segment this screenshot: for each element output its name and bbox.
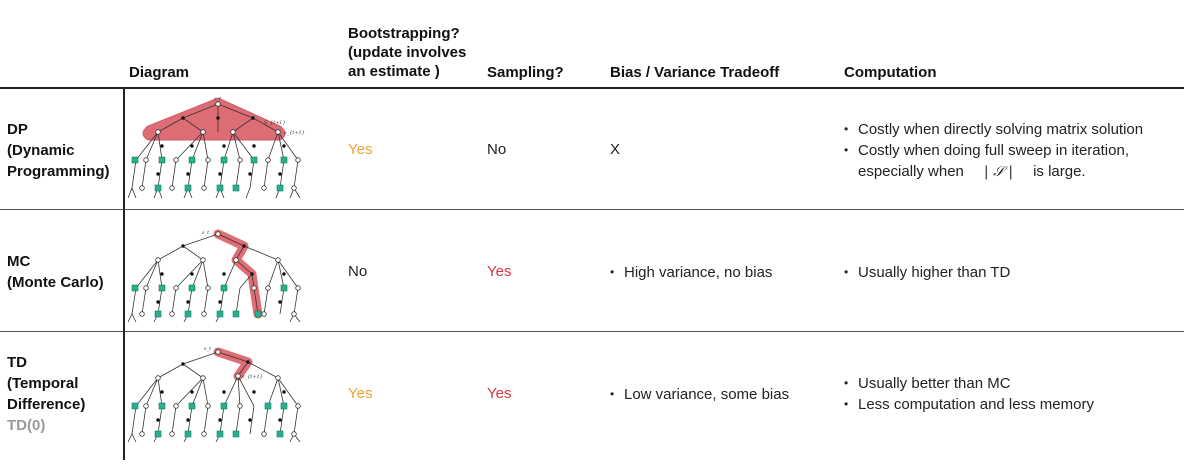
td-state-nodes	[139, 349, 301, 437]
dp-bootstrapping-value: Yes	[348, 141, 373, 158]
td-action-nodes	[156, 360, 286, 422]
mc-terminal-states	[131, 284, 288, 318]
dp-tree-edges	[128, 103, 301, 199]
td-computation-item-1: Usually better than MC	[844, 373, 1094, 394]
td-computation-item-2: Less computation and less memory	[844, 394, 1094, 415]
dp-state-nodes	[139, 101, 301, 191]
header-computation: Computation	[844, 64, 937, 81]
td-bootstrapping-value: Yes	[348, 385, 373, 402]
td-backup-diagram: s_t s_{t+1}	[128, 346, 301, 443]
mc-bias-item-1: High variance, no bias	[610, 262, 772, 283]
mc-computation-item-1: Usually higher than TD	[844, 262, 1010, 283]
row-label-dp-line-3: Programming)	[7, 163, 110, 180]
dp-computation: Costly when directly solving matrix solu…	[844, 119, 1180, 183]
td-highlight-path	[213, 347, 253, 381]
td-root-state-label: s_t	[204, 346, 212, 352]
mc-tree-edges	[128, 233, 301, 323]
td-tree-edges	[128, 351, 301, 443]
state-space-size-symbol: | 𝒮 |	[983, 164, 1014, 180]
header-bootstrapping-line-2: (update involves	[348, 44, 467, 61]
row-label-td-line-1: TD	[7, 354, 27, 371]
mc-bootstrapping-value: No	[348, 263, 368, 280]
dp-next-state-label: S_{t+1}	[264, 120, 286, 126]
header-bias: Bias / Variance Tradeoff	[610, 64, 780, 81]
header-bootstrapping-line-3: an estimate )	[348, 63, 440, 80]
dp-computation-cont-post: is large.	[1033, 163, 1086, 180]
row-label-td: TD (Temporal Difference) TD(0)	[7, 352, 85, 436]
dp-root-state-label: s_t	[214, 96, 222, 102]
dp-highlight-region	[142, 97, 286, 141]
header-diagram: Diagram	[129, 64, 190, 81]
label-column-divider	[123, 88, 125, 460]
td-next-state-label: s_{t+1}	[242, 374, 263, 380]
td-bias: Low variance, some bias	[610, 384, 789, 405]
dp-computation-item-2: Costly when doing full sweep in iteratio…	[844, 140, 1180, 161]
row-label-dp: DP (Dynamic Programming)	[7, 119, 110, 182]
row-label-dp-line-1: DP	[7, 121, 28, 138]
td-computation: Usually better than MC Less computation …	[844, 373, 1094, 415]
row-divider-1	[0, 209, 1184, 210]
dp-computation-item-1: Costly when directly solving matrix solu…	[844, 119, 1180, 140]
dp-backup-diagram: s_t S_{t+1} s_{t+1}	[128, 96, 305, 199]
dp-action-nodes	[156, 116, 286, 176]
dp-bias-value: X	[610, 141, 621, 158]
dp-computation-continuation: especially when | 𝒮 | is large.	[844, 161, 1180, 183]
mc-root-state-label: s_t	[202, 230, 210, 236]
td-sampling-value: Yes	[487, 385, 512, 402]
dp-terminal-states	[131, 156, 288, 192]
header-divider	[0, 87, 1184, 89]
dp-sampling-value: No	[487, 141, 507, 158]
row-label-dp-line-2: (Dynamic	[7, 142, 75, 159]
row-label-td-line-2: (Temporal	[7, 375, 79, 392]
row-label-mc-line-1: MC	[7, 253, 31, 270]
td-bias-item-1: Low variance, some bias	[610, 384, 789, 405]
row-label-mc: MC (Monte Carlo)	[7, 251, 104, 293]
row-divider-2	[0, 331, 1184, 332]
dp-edge-state-label: s_{t+1}	[284, 130, 305, 136]
row-label-mc-line-2: (Monte Carlo)	[7, 274, 104, 291]
row-label-td-subtitle: TD(0)	[7, 417, 46, 434]
td-terminal-states	[131, 402, 288, 438]
mc-backup-diagram: s_t	[128, 229, 301, 323]
header-bootstrapping: Bootstrapping? (update involves an estim…	[348, 24, 466, 81]
dp-computation-cont-pre: especially when	[858, 163, 964, 180]
mc-computation: Usually higher than TD	[844, 262, 1010, 283]
header-sampling: Sampling?	[487, 64, 564, 81]
mc-sampling-value: Yes	[487, 263, 512, 280]
mc-action-nodes	[156, 244, 286, 304]
header-bootstrapping-line-1: Bootstrapping?	[348, 25, 460, 42]
row-label-td-line-3: Difference)	[7, 396, 86, 413]
mc-bias: High variance, no bias	[610, 262, 772, 283]
